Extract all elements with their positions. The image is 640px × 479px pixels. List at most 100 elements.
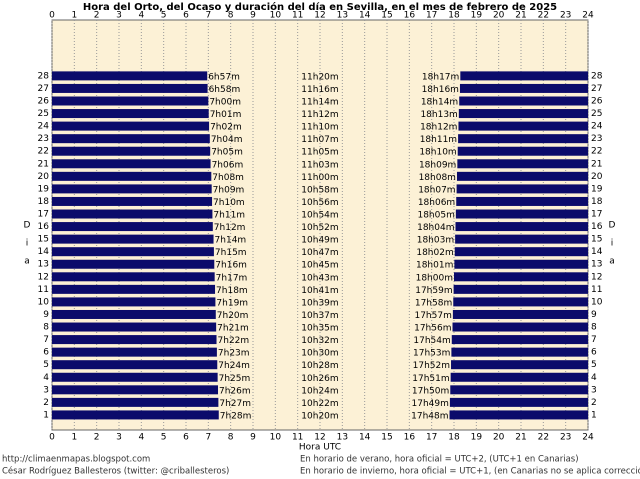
sunset-bar: [450, 372, 588, 382]
sunrise-bar: [52, 360, 218, 370]
x-tick-label: 21: [515, 11, 526, 21]
sunrise-bar: [52, 397, 219, 407]
x-tick-label: 19: [471, 11, 483, 21]
y-tick-label: 6: [43, 348, 49, 358]
y-tick-label: 25: [38, 109, 49, 119]
sunset-label: 18h03m: [417, 236, 454, 246]
y-tick-label: 1: [43, 410, 49, 420]
sunrise-label: 6h58m: [209, 85, 241, 95]
sunrise-label: 7h05m: [211, 148, 243, 158]
sunset-label: 18h04m: [417, 223, 454, 233]
sunrise-label: 7h12m: [214, 223, 246, 233]
sunrise-label: 7h22m: [218, 336, 250, 346]
x-tick-label: 11: [292, 11, 303, 21]
y-tick-label: 19: [591, 184, 603, 194]
sunset-label: 18h00m: [416, 273, 453, 283]
y-tick-label: 14: [38, 247, 50, 257]
sunrise-bar: [52, 159, 211, 169]
sunrise-bar: [52, 372, 218, 382]
y-tick-label: 19: [38, 184, 50, 194]
sunrise-label: 7h21m: [217, 324, 249, 334]
x-tick-label: 16: [404, 433, 416, 443]
sunset-bar: [454, 247, 588, 257]
x-tick-label: 5: [161, 11, 167, 21]
y-tick-label: 16: [591, 222, 603, 232]
sunrise-bar: [52, 121, 210, 131]
x-tick-label: 17: [426, 433, 437, 443]
sunset-bar: [454, 272, 588, 282]
sunrise-bar: [52, 410, 219, 420]
sunrise-label: 7h08m: [212, 173, 244, 183]
y-tick-label: 12: [38, 272, 49, 282]
y-tick-label: 24: [591, 122, 603, 132]
sunset-label: 17h52m: [413, 361, 450, 371]
x-tick-label: 1: [71, 433, 77, 443]
daylength-label: 10h58m: [301, 185, 338, 195]
y-axis-label: D: [609, 221, 616, 231]
sunrise-label: 7h19m: [216, 298, 248, 308]
y-tick-label: 10: [591, 297, 603, 307]
sunrise-bar: [52, 247, 214, 257]
sunrise-bar: [52, 222, 213, 232]
sunset-label: 17h57m: [414, 311, 451, 321]
y-tick-label: 18: [591, 197, 603, 207]
x-tick-label: 16: [404, 11, 416, 21]
y-axis-label: i: [26, 239, 29, 249]
y-tick-label: 3: [43, 385, 49, 395]
sunrise-bar: [52, 171, 212, 181]
x-tick-label: 15: [381, 11, 392, 21]
sunset-bar: [460, 71, 588, 81]
y-tick-label: 4: [591, 373, 597, 383]
x-tick-label: 12: [314, 433, 325, 443]
y-tick-label: 9: [591, 310, 597, 320]
y-axis-label: a: [24, 257, 30, 267]
sunset-label: 17h50m: [412, 386, 449, 396]
x-tick-label: 7: [205, 433, 211, 443]
y-tick-label: 18: [38, 197, 50, 207]
sunrise-bar: [52, 209, 213, 219]
sunset-label: 17h58m: [415, 298, 452, 308]
chart-title: Hora del Orto, del Ocaso y duración del …: [83, 1, 557, 13]
x-tick-label: 18: [448, 11, 460, 21]
sunrise-label: 7h16m: [215, 261, 247, 271]
x-tick-label: 15: [381, 433, 392, 443]
y-tick-label: 25: [591, 109, 602, 119]
sunset-label: 18h16m: [422, 85, 459, 95]
y-tick-label: 14: [591, 247, 603, 257]
daylength-label: 10h41m: [301, 286, 338, 296]
footer-text: César Rodríguez Ballesteros (twitter: @c…: [2, 466, 229, 477]
daylength-label: 10h20m: [301, 411, 338, 421]
sunrise-bar: [52, 347, 217, 357]
sunrise-label: 7h11m: [213, 211, 245, 221]
sunrise-label: 6h57m: [208, 72, 240, 82]
y-tick-label: 8: [591, 323, 597, 333]
y-tick-label: 26: [591, 96, 603, 106]
y-tick-label: 8: [43, 323, 49, 333]
x-tick-label: 20: [493, 11, 505, 21]
daylength-label: 11h07m: [301, 135, 338, 145]
daylength-label: 11h20m: [301, 72, 338, 82]
x-tick-label: 24: [582, 11, 594, 21]
sunrise-label: 7h01m: [210, 110, 242, 120]
y-tick-label: 27: [38, 84, 49, 94]
footer-text: En horario de verano, hora oficial = UTC…: [300, 455, 579, 465]
footer-text: http://climaenmapas.blogspot.com: [2, 455, 150, 465]
y-tick-label: 21: [38, 159, 49, 169]
sunset-label: 17h59m: [415, 286, 452, 296]
sunset-bar: [458, 121, 588, 131]
sunrise-label: 7h00m: [209, 97, 241, 107]
sunrise-label: 7h25m: [219, 374, 251, 384]
sunset-label: 17h56m: [414, 324, 451, 334]
sunrise-label: 7h18m: [216, 286, 248, 296]
sunset-label: 17h48m: [411, 411, 448, 421]
y-tick-label: 24: [38, 122, 50, 132]
sunrise-label: 7h15m: [215, 248, 247, 258]
daylength-label: 10h30m: [301, 349, 338, 359]
sunrise-bar: [52, 109, 209, 119]
x-tick-label: 1: [71, 11, 77, 21]
x-tick-label: 24: [582, 433, 594, 443]
sunrise-label: 7h26m: [219, 386, 251, 396]
y-tick-label: 7: [43, 335, 49, 345]
x-tick-label: 8: [228, 11, 234, 21]
